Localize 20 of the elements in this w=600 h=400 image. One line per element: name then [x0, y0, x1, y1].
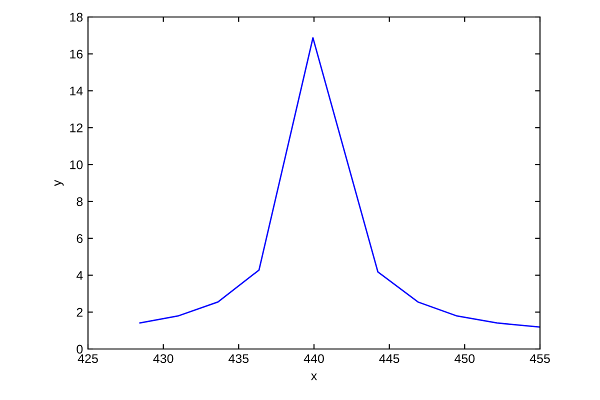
y-tick-label: 2 [76, 308, 83, 317]
y-tick-label: 4 [76, 271, 83, 280]
line-series [139, 37, 540, 328]
y-axis-title: y [54, 180, 64, 186]
x-tick-label: 435 [228, 354, 249, 364]
y-tick-label: 18 [70, 12, 83, 22]
x-tick-label: 430 [153, 354, 174, 364]
y-tick-label: 16 [70, 50, 83, 59]
x-tick-label: 425 [78, 354, 98, 364]
y-tick-label: 8 [76, 197, 83, 206]
x-tick-label: 450 [454, 354, 475, 364]
y-tick-label: 14 [70, 86, 83, 96]
x-axis-title: x [311, 374, 317, 380]
y-tick-label: 10 [70, 160, 83, 170]
y-tick-label: 12 [70, 123, 83, 132]
y-tick-label: 0 [76, 344, 83, 354]
y-tick-label: 6 [76, 234, 83, 243]
x-tick-label: 455 [530, 354, 550, 364]
x-tick-label: 440 [304, 354, 324, 364]
x-tick-label: 445 [379, 354, 400, 364]
